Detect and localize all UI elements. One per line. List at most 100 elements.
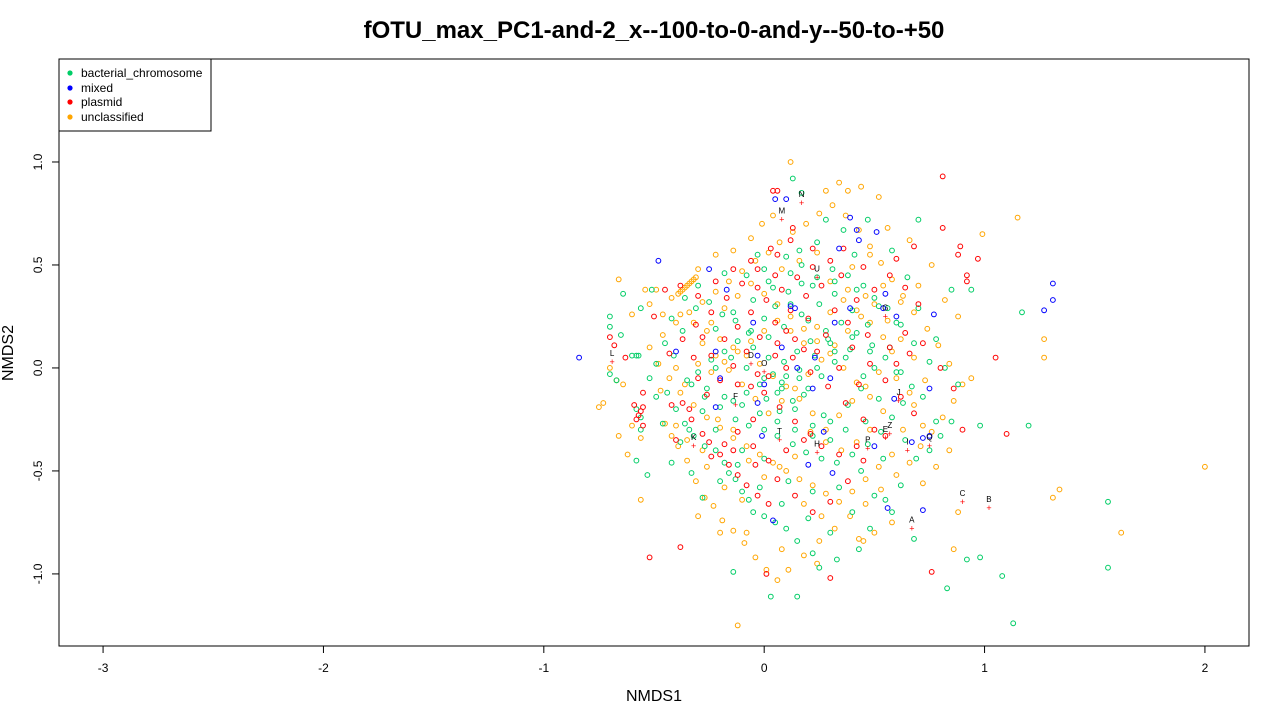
point-unclassified [884, 317, 891, 324]
point-plasmid [906, 350, 913, 357]
point-bacterial-chromosome [948, 418, 955, 425]
point-unclassified [897, 299, 904, 305]
point-plasmid [886, 272, 893, 279]
point-mixed [772, 196, 779, 203]
point-plasmid [787, 307, 794, 314]
point-unclassified [629, 422, 635, 429]
point-plasmid [809, 509, 816, 515]
point-mixed [847, 214, 853, 221]
point-unclassified [884, 225, 891, 231]
point-unclassified [955, 313, 961, 320]
point-unclassified [917, 443, 924, 450]
point-bacterial-chromosome [911, 536, 917, 542]
point-bacterial-chromosome [831, 348, 838, 355]
point-unclassified [878, 260, 884, 266]
point-unclassified [646, 301, 653, 308]
point-unclassified [1041, 336, 1047, 343]
point-unclassified [809, 482, 816, 489]
point-bacterial-chromosome [807, 338, 814, 345]
point-bacterial-chromosome [659, 420, 666, 427]
point-bacterial-chromosome [613, 377, 620, 384]
point-plasmid [646, 554, 653, 561]
point-unclassified [796, 395, 803, 402]
point-unclassified [946, 360, 953, 367]
point-plasmid [704, 391, 710, 398]
point-bacterial-chromosome [889, 414, 895, 421]
point-unclassified [900, 293, 906, 299]
point-unclassified [673, 319, 679, 326]
site-marker-cross: + [799, 198, 804, 208]
point-unclassified [906, 459, 913, 466]
point-bacterial-chromosome [778, 385, 785, 392]
point-bacterial-chromosome [798, 262, 805, 268]
point-unclassified [596, 404, 602, 411]
point-plasmid [721, 336, 728, 343]
point-unclassified [704, 414, 710, 421]
point-bacterial-chromosome [820, 412, 827, 419]
point-plasmid [730, 363, 737, 369]
point-bacterial-chromosome [871, 492, 878, 499]
site-marker-label: M [778, 207, 785, 216]
point-bacterial-chromosome [778, 379, 785, 386]
chart-title: fOTU_max_PC1-and-2_x--100-to-0-and-y--50… [364, 17, 945, 44]
x-tick-label: 1 [981, 661, 988, 675]
point-mixed [873, 229, 880, 235]
point-unclassified [748, 338, 754, 345]
site-marker-label: O [761, 359, 767, 368]
point-bacterial-chromosome [730, 398, 737, 404]
point-bacterial-chromosome [750, 509, 757, 515]
point-plasmid [939, 225, 946, 231]
point-plasmid [708, 453, 715, 460]
point-plasmid [915, 301, 922, 308]
point-unclassified [809, 410, 816, 417]
point-unclassified [712, 288, 719, 295]
point-mixed [754, 352, 761, 359]
point-plasmid [640, 404, 646, 411]
point-mixed [792, 305, 798, 312]
point-unclassified [730, 344, 737, 351]
point-unclassified [710, 503, 717, 509]
point-unclassified [695, 360, 701, 367]
point-bacterial-chromosome [798, 311, 805, 318]
point-plasmid [717, 451, 723, 458]
point-unclassified [642, 286, 649, 293]
site-marker-label: K [691, 433, 697, 442]
point-bacterial-chromosome [767, 593, 774, 600]
point-unclassified [801, 552, 807, 559]
point-bacterial-chromosome [787, 270, 794, 277]
point-unclassified [776, 239, 783, 246]
point-plasmid [677, 544, 684, 550]
point-bacterial-chromosome [889, 509, 895, 515]
y-axis-label: NMDS2 [0, 325, 17, 381]
point-bacterial-chromosome [690, 433, 697, 439]
point-plasmid [734, 472, 741, 478]
point-unclassified [756, 360, 763, 367]
site-marker-cross: + [927, 441, 932, 451]
x-axis-label: NMDS1 [626, 688, 682, 705]
point-bacterial-chromosome [867, 525, 873, 532]
point-mixed [847, 305, 853, 312]
point-unclassified [911, 354, 917, 361]
point-unclassified [659, 311, 666, 318]
point-plasmid [748, 257, 754, 264]
point-unclassified [761, 474, 768, 481]
point-plasmid [871, 286, 878, 293]
point-unclassified [787, 159, 794, 165]
point-bacterial-chromosome [838, 319, 845, 326]
point-plasmid [695, 375, 701, 382]
point-bacterial-chromosome [842, 426, 849, 433]
point-unclassified [763, 566, 770, 573]
point-bacterial-chromosome [734, 338, 741, 345]
point-bacterial-chromosome [732, 317, 739, 324]
point-unclassified [814, 323, 820, 330]
point-bacterial-chromosome [761, 426, 768, 433]
point-plasmid [955, 251, 961, 258]
point-plasmid [807, 431, 814, 437]
point-unclassified [849, 488, 856, 495]
legend-label-mixed: mixed [81, 81, 113, 95]
point-unclassified [922, 377, 928, 384]
data-points [576, 159, 1208, 629]
point-bacterial-chromosome [827, 418, 834, 425]
point-bacterial-chromosome [882, 354, 889, 361]
